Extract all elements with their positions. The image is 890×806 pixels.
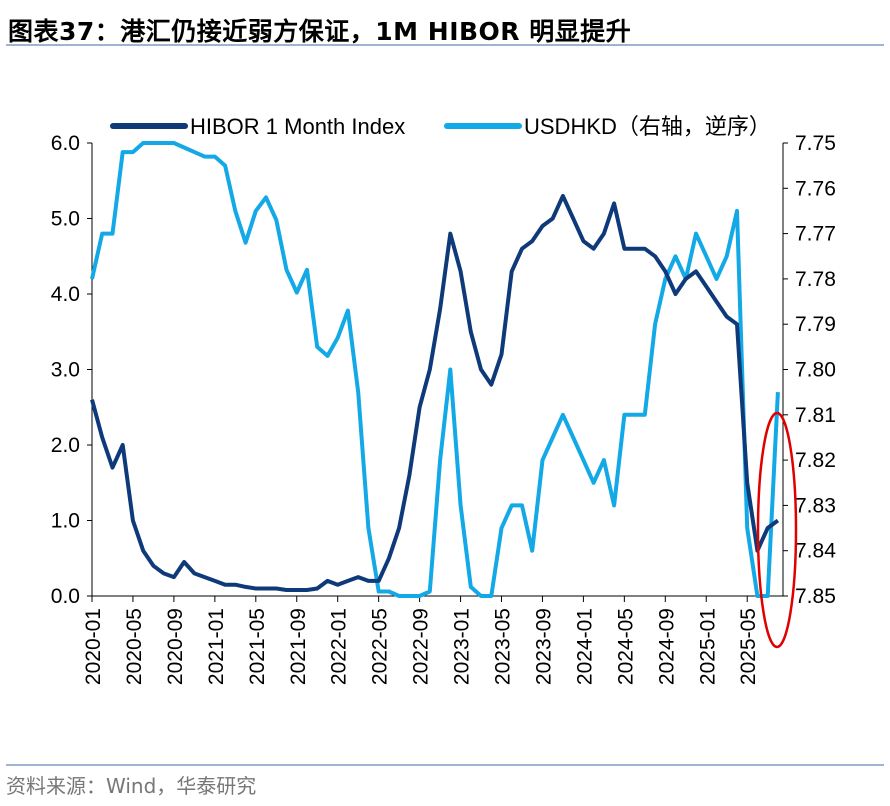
left-tick-label: 1.0 [51, 510, 80, 533]
right-tick-label: 7.79 [795, 313, 836, 336]
x-tick-label: 2021-01 [205, 608, 228, 685]
left-tick-label: 4.0 [51, 283, 80, 306]
title-divider [6, 44, 884, 46]
x-tick-label: 2023-01 [451, 608, 474, 685]
x-tick-label: 2022-09 [410, 608, 433, 685]
left-tick-label: 6.0 [51, 132, 80, 155]
x-tick-label: 2024-05 [614, 608, 637, 685]
right-tick-label: 7.82 [795, 449, 836, 472]
right-tick-label: 7.78 [795, 268, 836, 291]
x-tick-label: 2020-09 [164, 608, 187, 685]
right-tick-label: 7.85 [795, 585, 836, 608]
x-tick-label: 2020-01 [82, 608, 105, 685]
x-tick-label: 2023-05 [492, 608, 515, 685]
legend-label: USDHKD（右轴，逆序） [524, 114, 771, 139]
right-tick-label: 7.80 [795, 359, 836, 382]
right-tick-label: 7.81 [795, 404, 836, 427]
x-tick-label: 2024-09 [655, 608, 678, 685]
figure-title: 图表37：港汇仍接近弱方保证，1M HIBOR 明显提升 [8, 17, 632, 46]
x-tick-label: 2024-01 [573, 608, 596, 685]
x-tick-label: 2025-01 [696, 608, 719, 685]
x-tick-label: 2025-05 [737, 608, 760, 685]
right-tick-label: 7.77 [795, 223, 836, 246]
source-divider [6, 764, 884, 766]
usdhkd-series-line [90, 141, 780, 598]
x-tick-label: 2021-09 [287, 608, 310, 685]
left-tick-label: 2.0 [51, 434, 80, 457]
right-tick-label: 7.76 [795, 177, 836, 200]
x-tick-label: 2022-05 [369, 608, 392, 685]
right-tick-label: 7.75 [795, 132, 836, 155]
left-tick-label: 3.0 [51, 359, 80, 382]
left-tick-label: 0.0 [51, 585, 80, 608]
left-tick-label: 5.0 [51, 208, 80, 231]
x-tick-label: 2020-05 [123, 608, 146, 685]
x-tick-label: 2022-01 [328, 608, 351, 685]
source-note: 资料来源：Wind，华泰研究 [6, 774, 257, 798]
hibor-series-line [90, 193, 780, 592]
right-tick-label: 7.83 [795, 494, 836, 517]
right-tick-label: 7.84 [795, 540, 836, 563]
x-tick-label: 2021-05 [246, 608, 269, 685]
x-tick-label: 2023-09 [532, 608, 555, 685]
highlight-ellipse [756, 411, 798, 649]
legend-label: HIBOR 1 Month Index [190, 114, 405, 139]
